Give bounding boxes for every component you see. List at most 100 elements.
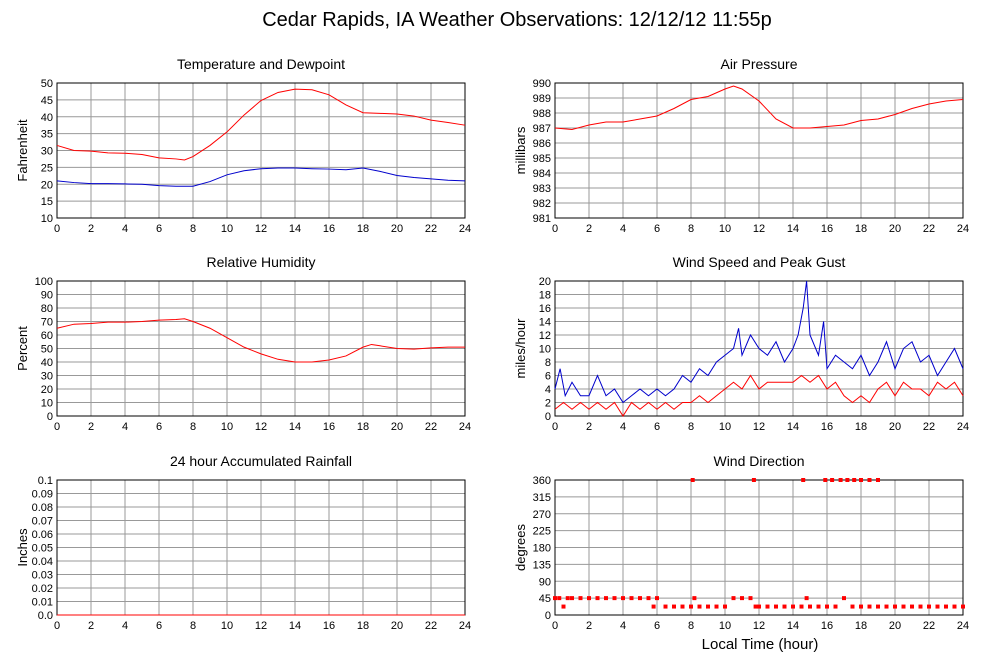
data-point: [663, 604, 668, 609]
y-tick-label: 15: [41, 196, 53, 208]
x-tick-label: 2: [586, 223, 592, 235]
y-tick-label: 0.02: [32, 583, 53, 595]
x-tick-label: 0: [54, 620, 60, 632]
y-axis-label: millibars: [513, 126, 528, 174]
y-tick-label: 4: [545, 384, 551, 396]
x-axis-label: Local Time (hour): [702, 636, 819, 653]
plot-frame: [554, 479, 964, 616]
x-tick-label: 24: [957, 620, 969, 632]
y-tick-label: 0.07: [32, 516, 53, 528]
y-tick-label: 315: [533, 492, 551, 504]
y-tick-label: 60: [41, 330, 53, 342]
y-tick-label: 985: [533, 153, 551, 165]
x-tick-label: 14: [289, 620, 301, 632]
x-tick-label: 4: [620, 421, 626, 433]
x-tick-label: 22: [923, 223, 935, 235]
x-tick-label: 20: [391, 223, 403, 235]
data-point: [935, 604, 940, 609]
x-tick-label: 4: [620, 620, 626, 632]
x-tick-label: 0: [552, 421, 558, 433]
y-tick-label: 0.0: [38, 610, 53, 622]
x-tick-label: 24: [957, 223, 969, 235]
y-tick-label: 0: [545, 610, 551, 622]
x-tick-label: 8: [190, 620, 196, 632]
x-tick-label: 0: [552, 223, 558, 235]
y-tick-label: 14: [539, 317, 551, 329]
y-tick-label: 0.04: [32, 556, 53, 568]
data-point: [808, 604, 812, 609]
series-line-red: [56, 318, 465, 363]
x-tick-label: 4: [122, 421, 128, 433]
y-tick-label: 989: [533, 93, 551, 105]
chart-title: Relative Humidity: [207, 254, 316, 270]
data-point: [646, 596, 651, 601]
data-point: [816, 604, 821, 609]
data-point: [910, 604, 914, 609]
data-point: [595, 596, 600, 601]
data-point: [842, 596, 846, 601]
data-point: [850, 604, 855, 609]
x-tick-label: 20: [391, 620, 403, 632]
data-point: [884, 604, 889, 609]
x-tick-label: 16: [323, 620, 335, 632]
x-tick-label: 2: [586, 620, 592, 632]
x-tick-label: 12: [255, 620, 267, 632]
x-tick-label: 18: [855, 620, 867, 632]
data-point: [782, 604, 787, 609]
x-tick-label: 2: [586, 421, 592, 433]
data-point: [838, 478, 843, 482]
data-point: [565, 596, 570, 601]
plot-frame: [56, 82, 466, 219]
data-point: [830, 478, 835, 482]
y-tick-label: 135: [533, 559, 551, 571]
data-point: [852, 478, 857, 482]
x-tick-label: 6: [156, 421, 162, 433]
x-tick-label: 6: [156, 223, 162, 235]
y-tick-label: 981: [533, 213, 551, 225]
chart-title: Wind Direction: [713, 453, 804, 469]
x-tick-label: 10: [221, 421, 233, 433]
data-point: [791, 604, 795, 609]
y-tick-label: 10: [41, 398, 53, 410]
data-point: [944, 604, 948, 609]
y-tick-label: 0: [47, 411, 53, 423]
x-tick-label: 18: [357, 620, 369, 632]
x-tick-label: 2: [88, 223, 94, 235]
data-point: [612, 596, 617, 601]
x-tick-label: 4: [620, 223, 626, 235]
x-tick-label: 0: [54, 223, 60, 235]
data-point: [825, 604, 829, 609]
y-tick-label: 986: [533, 138, 551, 150]
x-tick-label: 8: [688, 620, 694, 632]
data-point: [689, 604, 693, 609]
y-axis-label: Percent: [15, 326, 30, 371]
data-point: [833, 604, 838, 609]
x-tick-label: 10: [719, 421, 731, 433]
x-tick-label: 16: [323, 223, 335, 235]
x-tick-label: 14: [289, 223, 301, 235]
x-tick-label: 2: [88, 620, 94, 632]
x-tick-label: 6: [156, 620, 162, 632]
series-line-red: [554, 85, 964, 131]
y-tick-label: 50: [41, 344, 53, 356]
x-tick-label: 2: [88, 421, 94, 433]
y-tick-label: 80: [41, 303, 53, 315]
data-point: [757, 604, 761, 609]
x-tick-label: 14: [787, 620, 799, 632]
data-point: [765, 604, 770, 609]
x-tick-label: 14: [787, 223, 799, 235]
y-tick-label: 0.05: [32, 543, 53, 555]
data-point: [690, 478, 695, 482]
x-tick-label: 20: [889, 223, 901, 235]
data-point: [604, 596, 608, 601]
data-point: [751, 478, 756, 482]
data-point: [845, 478, 850, 482]
plot-frame: [56, 280, 466, 417]
y-tick-label: 10: [539, 344, 551, 356]
x-tick-label: 16: [821, 223, 833, 235]
y-tick-label: 0.06: [32, 529, 53, 541]
data-point: [655, 596, 659, 601]
y-tick-label: 40: [41, 112, 53, 124]
